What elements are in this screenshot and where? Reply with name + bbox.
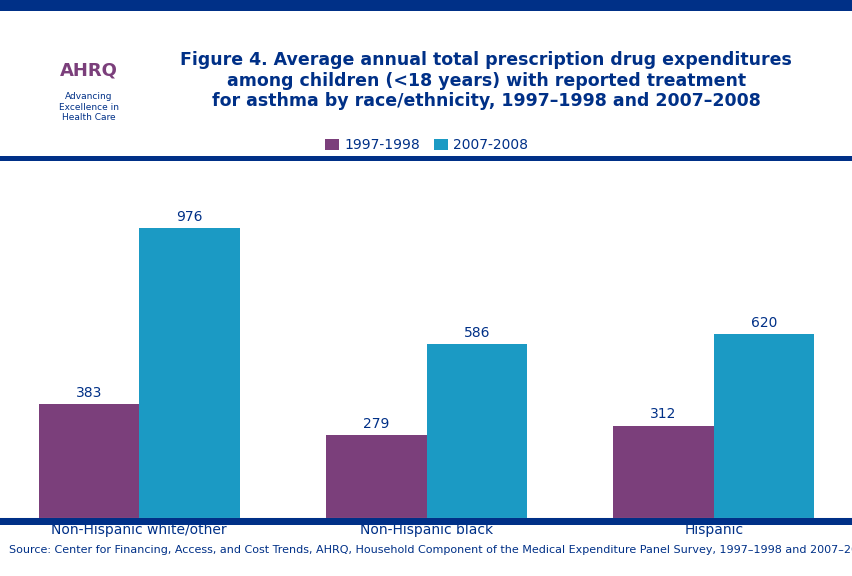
Bar: [0, 157, 852, 168]
Text: 279: 279: [363, 417, 389, 431]
Bar: [38, 404, 139, 518]
Bar: [0, 0, 852, 12]
Bar: [139, 228, 239, 518]
Text: AHRQ: AHRQ: [60, 62, 118, 80]
Text: Source: Center for Financing, Access, and Cost Trends, AHRQ, Household Component: Source: Center for Financing, Access, an…: [9, 545, 852, 555]
Text: Figure 4. Average annual total prescription drug expenditures
among children (<1: Figure 4. Average annual total prescript…: [180, 51, 792, 111]
Bar: [325, 435, 426, 518]
Text: 312: 312: [649, 407, 676, 422]
Text: 620: 620: [750, 316, 776, 329]
Text: 586: 586: [463, 326, 489, 340]
Legend: 1997-1998, 2007-2008: 1997-1998, 2007-2008: [319, 132, 533, 158]
Bar: [713, 334, 814, 518]
Text: 976: 976: [176, 210, 203, 224]
Text: 383: 383: [76, 386, 102, 400]
Bar: [613, 426, 713, 518]
Bar: [426, 344, 527, 518]
Bar: [0, 518, 852, 525]
Text: Advancing
Excellence in
Health Care: Advancing Excellence in Health Care: [59, 92, 119, 122]
